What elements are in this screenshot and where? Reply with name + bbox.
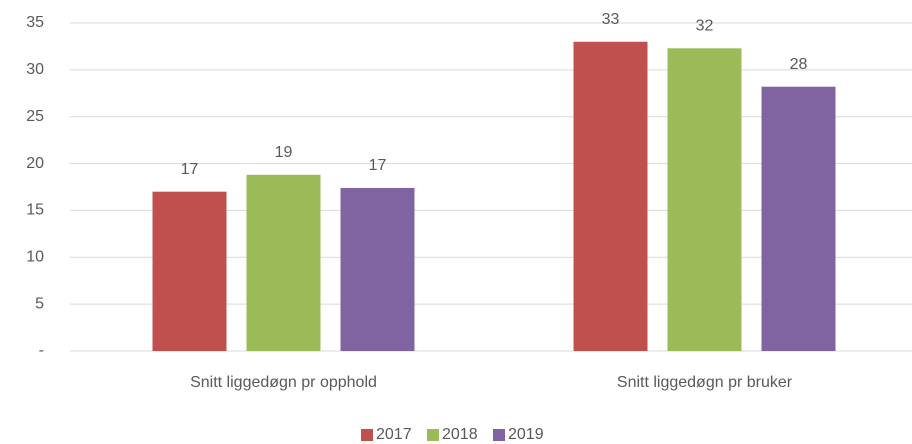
- bar: [340, 187, 415, 351]
- legend-swatch: [493, 429, 505, 441]
- y-tick-label: -: [39, 342, 44, 359]
- legend-label: 2018: [442, 426, 478, 443]
- value-label: 17: [369, 157, 387, 174]
- value-label: 33: [602, 11, 620, 28]
- value-label: 28: [790, 56, 808, 73]
- y-tick-label: 15: [26, 202, 44, 219]
- y-tick-label: 10: [26, 249, 44, 266]
- bar: [667, 48, 742, 351]
- bar: [573, 41, 648, 351]
- legend-label: 2019: [508, 426, 544, 443]
- bar: [152, 191, 227, 351]
- legend-label: 2017: [376, 426, 412, 443]
- legend-swatch: [427, 429, 439, 441]
- value-label: 17: [181, 161, 199, 178]
- y-tick-label: 35: [26, 14, 44, 31]
- legend-swatch: [361, 429, 373, 441]
- bar: [246, 174, 321, 351]
- y-tick-label: 5: [35, 295, 44, 312]
- value-label: 19: [275, 144, 293, 161]
- x-tick-label: Snitt liggedøgn pr opphold: [190, 374, 377, 391]
- y-tick-label: 25: [26, 108, 44, 125]
- bar: [761, 86, 836, 352]
- x-tick-label: Snitt liggedøgn pr bruker: [617, 374, 793, 391]
- y-tick-label: 30: [26, 61, 44, 78]
- value-label: 32: [696, 18, 714, 35]
- y-tick-label: 20: [26, 155, 44, 172]
